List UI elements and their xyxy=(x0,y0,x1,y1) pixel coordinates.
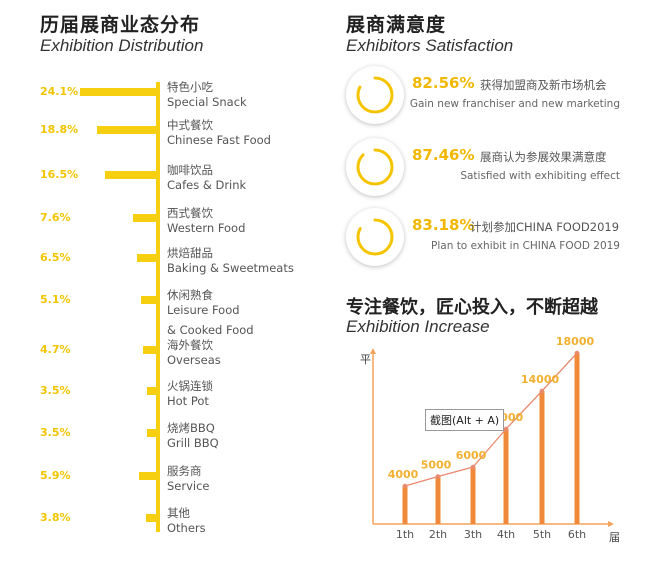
distribution-value-label: 18.8% xyxy=(40,123,79,136)
distribution-bar xyxy=(141,296,158,304)
distribution-category-cn: 休闲熟食 xyxy=(167,288,213,302)
increase-line xyxy=(404,352,578,487)
distribution-value-label: 5.1% xyxy=(40,293,71,306)
distribution-category-en: Hot Pot xyxy=(167,394,209,408)
increase-point xyxy=(435,474,441,479)
distribution-category-cn: 咖啡饮品 xyxy=(167,163,213,177)
satisfaction-label-cn: 获得加盟商及新市场机会 xyxy=(480,78,607,92)
distribution-category-en: Western Food xyxy=(167,221,246,235)
distribution-category-en: Cafes & Drink xyxy=(167,178,247,192)
distribution-title-en: Exhibition Distribution xyxy=(40,36,204,55)
increase-value-label: 5000 xyxy=(421,459,452,472)
distribution-value-label: 6.5% xyxy=(40,251,71,264)
distribution-value-label: 24.1% xyxy=(40,85,79,98)
satisfaction-title-cn: 展商满意度 xyxy=(346,14,447,36)
satisfaction-ring xyxy=(346,208,404,266)
satisfaction-list: 82.56% 获得加盟商及新市场机会 Gain new franchiser and… xyxy=(330,60,667,280)
distribution-category-en: Special Snack xyxy=(167,95,247,109)
distribution-category-cn: 服务商 xyxy=(167,464,202,478)
increase-point xyxy=(470,464,476,470)
increase-category-label: 1th xyxy=(396,528,414,541)
distribution-category-en: Overseas xyxy=(167,353,221,367)
increase-point xyxy=(503,426,509,432)
distribution-bar xyxy=(136,254,158,262)
distribution-category-cn: 海外餐饮 xyxy=(167,338,213,352)
distribution-value-label: 5.9% xyxy=(40,469,71,482)
increase-value-label: 6000 xyxy=(456,449,487,462)
distribution-axis xyxy=(156,82,160,532)
increase-bar xyxy=(574,353,580,524)
satisfaction-label-en: Gain new franchiser and new marketing xyxy=(409,98,620,110)
increase-bar xyxy=(470,467,476,524)
distribution-title-cn: 历届展商业态分布 xyxy=(40,14,201,36)
distribution-bar xyxy=(146,387,158,395)
distribution-category-en: Others xyxy=(167,521,206,535)
distribution-value-label: 3.5% xyxy=(40,384,71,397)
distribution-bar xyxy=(133,214,158,222)
increase-bar xyxy=(539,391,545,524)
distribution-category-en: Leisure Food xyxy=(167,303,240,317)
satisfaction-percent: 83.18% xyxy=(412,216,475,234)
satisfaction-label-en: Satisfied with exhibiting effect xyxy=(460,170,620,182)
increase-category-label: 5th xyxy=(533,528,551,541)
increase-chart: 平届4000500060001000014000180001th2th3th4t… xyxy=(360,335,620,544)
increase-category-label: 6th xyxy=(568,528,586,541)
distribution-bar xyxy=(142,346,158,354)
distribution-value-label: 3.8% xyxy=(40,511,71,524)
distribution-value-label: 3.5% xyxy=(40,426,71,439)
x-axis-unit: 届 xyxy=(609,531,620,544)
satisfaction-percent: 87.46% xyxy=(412,146,475,164)
increase-bar xyxy=(402,486,408,524)
increase-point xyxy=(574,350,580,356)
distribution-category-en: Chinese Fast Food xyxy=(167,133,271,147)
distribution-category-cn: 特色小吃 xyxy=(167,80,213,94)
increase-title-en: Exhibition Increase xyxy=(346,317,490,336)
increase-category-label: 4th xyxy=(497,528,515,541)
distribution-bar xyxy=(146,429,158,437)
distribution-value-label: 16.5% xyxy=(40,168,79,181)
increase-bar xyxy=(435,476,441,524)
screenshot-tooltip: 截图(Alt + A) xyxy=(425,409,505,431)
increase-bar xyxy=(503,429,509,524)
increase-value-label: 14000 xyxy=(521,373,560,386)
distribution-category-en: Service xyxy=(167,479,210,493)
distribution-category-cn: 中式餐饮 xyxy=(167,118,213,132)
progress-arc-icon xyxy=(356,218,394,256)
distribution-bar xyxy=(104,171,158,179)
satisfaction-label-en: Plan to exhibit in CHINA FOOD 2019 xyxy=(431,240,620,252)
distribution-category-cn: 其他 xyxy=(167,506,190,520)
increase-category-label: 2th xyxy=(429,528,447,541)
distribution-bar xyxy=(145,514,158,522)
satisfaction-title-en: Exhibitors Satisfaction xyxy=(346,36,514,55)
satisfaction-ring xyxy=(346,66,404,124)
distribution-category-cn: 西式餐饮 xyxy=(167,206,213,220)
y-axis-arrow-icon xyxy=(370,348,376,354)
distribution-category-cn: 烘焙甜品 xyxy=(167,246,213,260)
satisfaction-label-cn: 计划参加CHINA FOOD2019 xyxy=(470,220,620,234)
increase-category-label: 3th xyxy=(464,528,482,541)
increase-point xyxy=(539,388,545,394)
distribution-category-cn: 烧烤BBQ xyxy=(167,421,215,435)
distribution-category-en: & Cooked Food xyxy=(167,323,254,337)
y-axis-unit: 平 xyxy=(360,353,371,366)
progress-arc-icon xyxy=(356,76,394,114)
increase-title-cn: 专注餐饮，匠心投入，不断超越 xyxy=(346,297,598,318)
distribution-category-cn: 火锅连锁 xyxy=(167,379,213,393)
distribution-chart: 24.1% 特色小吃 Special Snack 18.8% 中式餐饮 Chinese F… xyxy=(0,0,330,563)
distribution-bar xyxy=(97,126,158,134)
satisfaction-ring xyxy=(346,138,404,196)
distribution-category-en: Baking & Sweetmeats xyxy=(167,261,294,275)
distribution-category-en: Grill BBQ xyxy=(167,436,219,450)
increase-point xyxy=(402,483,408,489)
distribution-value-label: 7.6% xyxy=(40,211,71,224)
distribution-value-label: 4.7% xyxy=(40,343,71,356)
progress-arc-icon xyxy=(356,148,394,186)
satisfaction-label-cn: 展商认为参展效果满意度 xyxy=(480,150,607,164)
increase-value-label: 18000 xyxy=(556,335,595,348)
distribution-bar xyxy=(80,88,158,96)
x-axis-arrow-icon xyxy=(608,521,614,527)
increase-value-label: 4000 xyxy=(388,468,419,481)
distribution-bar xyxy=(138,472,158,480)
satisfaction-percent: 82.56% xyxy=(412,74,475,92)
